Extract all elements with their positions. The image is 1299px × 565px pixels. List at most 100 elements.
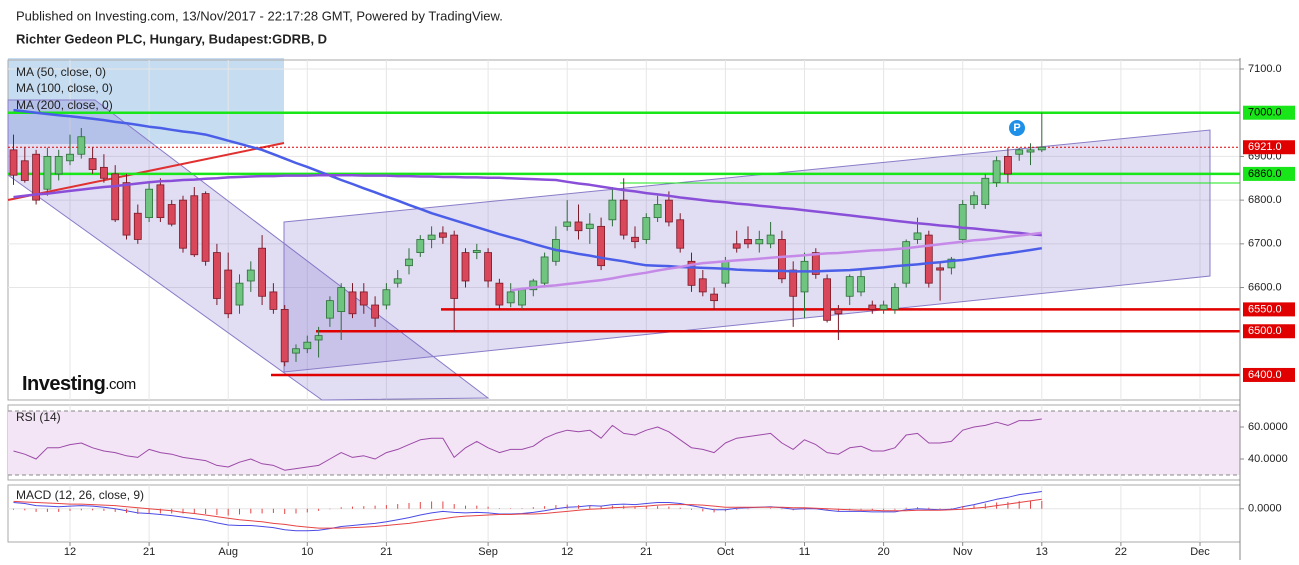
candle-body	[1015, 149, 1024, 155]
price-tag	[1243, 302, 1295, 317]
candle-body	[563, 221, 572, 227]
series-line	[13, 498, 1042, 529]
candle-body	[800, 260, 809, 293]
marker-label: P	[1013, 122, 1020, 134]
y-tick-label: 6600.0	[1248, 281, 1282, 293]
price-tag	[1243, 166, 1295, 181]
candle-body	[811, 252, 820, 275]
candle-body	[66, 153, 74, 162]
marker-circle	[1009, 120, 1025, 136]
candle-body	[778, 239, 786, 280]
y-tick-label: 0.0000	[1248, 503, 1282, 515]
candle-body	[472, 249, 481, 253]
x-tick-label: Nov	[953, 546, 973, 558]
candle-body	[992, 160, 1001, 184]
candle-body	[1026, 149, 1035, 153]
legend-entry: MA (200, close, 0)	[16, 98, 113, 112]
candle-body	[145, 188, 154, 219]
candle-body	[405, 258, 413, 267]
candle-body	[687, 260, 696, 286]
price-tag-label: 6921.0	[1248, 141, 1282, 153]
panel-title: MACD (12, 26, close, 9)	[16, 488, 144, 502]
candle-body	[823, 278, 831, 321]
y-tick-label: 6700.0	[1248, 238, 1282, 250]
x-tick-label: 11	[799, 546, 810, 558]
candle-body	[235, 282, 244, 306]
series-line	[13, 418, 1042, 471]
candle-body	[981, 177, 990, 205]
candle-body	[156, 184, 165, 219]
candle-body	[77, 136, 86, 155]
candle-body	[924, 234, 933, 284]
candle-body	[518, 289, 526, 306]
x-tick-label: Oct	[717, 546, 734, 558]
price-tag-label: 6550.0	[1248, 303, 1282, 315]
candle-body	[427, 234, 436, 240]
candle-body	[393, 278, 402, 284]
candle-body	[540, 256, 549, 284]
candle-body	[619, 199, 628, 236]
series-line	[510, 231, 1042, 292]
candle-body	[416, 239, 425, 253]
y-tick-label: 60.0000	[1248, 421, 1288, 433]
marker: P	[1009, 120, 1025, 136]
candle-body	[303, 341, 312, 350]
candle-body	[371, 304, 380, 319]
marks-layer	[8, 108, 1240, 532]
candle-body	[246, 269, 255, 282]
candle-body	[857, 276, 865, 293]
candle-body	[190, 195, 199, 256]
candle-body	[179, 199, 187, 249]
labels-layer: 7100.06900.06800.06700.06600.07000.06921…	[64, 58, 1295, 560]
y-tick-label: 6800.0	[1248, 194, 1282, 206]
x-tick-label: Sep	[478, 546, 498, 558]
candle-body	[9, 149, 18, 176]
candle-body	[122, 182, 131, 236]
candle-body	[789, 269, 798, 297]
candle-body	[936, 267, 944, 271]
backdrop-layer	[8, 58, 284, 144]
candle-body	[484, 252, 493, 282]
candle-body	[721, 260, 730, 284]
candle-body	[337, 287, 346, 312]
candle-body	[845, 276, 854, 297]
y-tick-label: 7100.0	[1248, 63, 1282, 75]
legend-entry: RSI (14)	[16, 410, 61, 424]
x-tick-label: 21	[380, 546, 392, 558]
candle-body	[269, 291, 278, 310]
candle-body	[201, 193, 210, 262]
candle-body	[947, 258, 956, 269]
candle-body	[212, 252, 221, 299]
price-tag	[1243, 324, 1295, 339]
candle-body	[608, 199, 617, 221]
x-tick-label: 12	[561, 546, 573, 558]
price-tag-label: 6500.0	[1248, 325, 1282, 337]
candle-body	[970, 195, 978, 205]
legend-entry: MA (100, close, 0)	[16, 81, 113, 95]
price-tag-label: 6400.0	[1248, 369, 1282, 381]
x-tick-label: 21	[640, 546, 652, 558]
series-line	[13, 173, 1042, 237]
candle-body	[461, 252, 470, 282]
chart-title: Richter Gedeon PLC, Hungary, Budapest:GD…	[16, 31, 327, 46]
candle-body	[88, 158, 97, 170]
candle-body	[32, 153, 40, 201]
candle-body	[879, 304, 888, 310]
candle-body	[133, 212, 142, 240]
candle-body	[506, 291, 515, 304]
candle-body	[631, 236, 639, 243]
candle-body	[1037, 146, 1046, 151]
candle-body	[1004, 156, 1012, 175]
x-tick-label: 22	[1115, 546, 1127, 558]
candle-body	[755, 239, 764, 245]
candle-body	[167, 204, 176, 225]
candle-body	[348, 291, 357, 315]
price-tag	[1243, 105, 1295, 120]
candle-body	[913, 232, 922, 240]
price-tag-label: 7000.0	[1248, 107, 1282, 119]
candle-body	[54, 156, 63, 175]
candle-body	[100, 166, 108, 179]
x-tick-label: Dec	[1190, 546, 1210, 558]
